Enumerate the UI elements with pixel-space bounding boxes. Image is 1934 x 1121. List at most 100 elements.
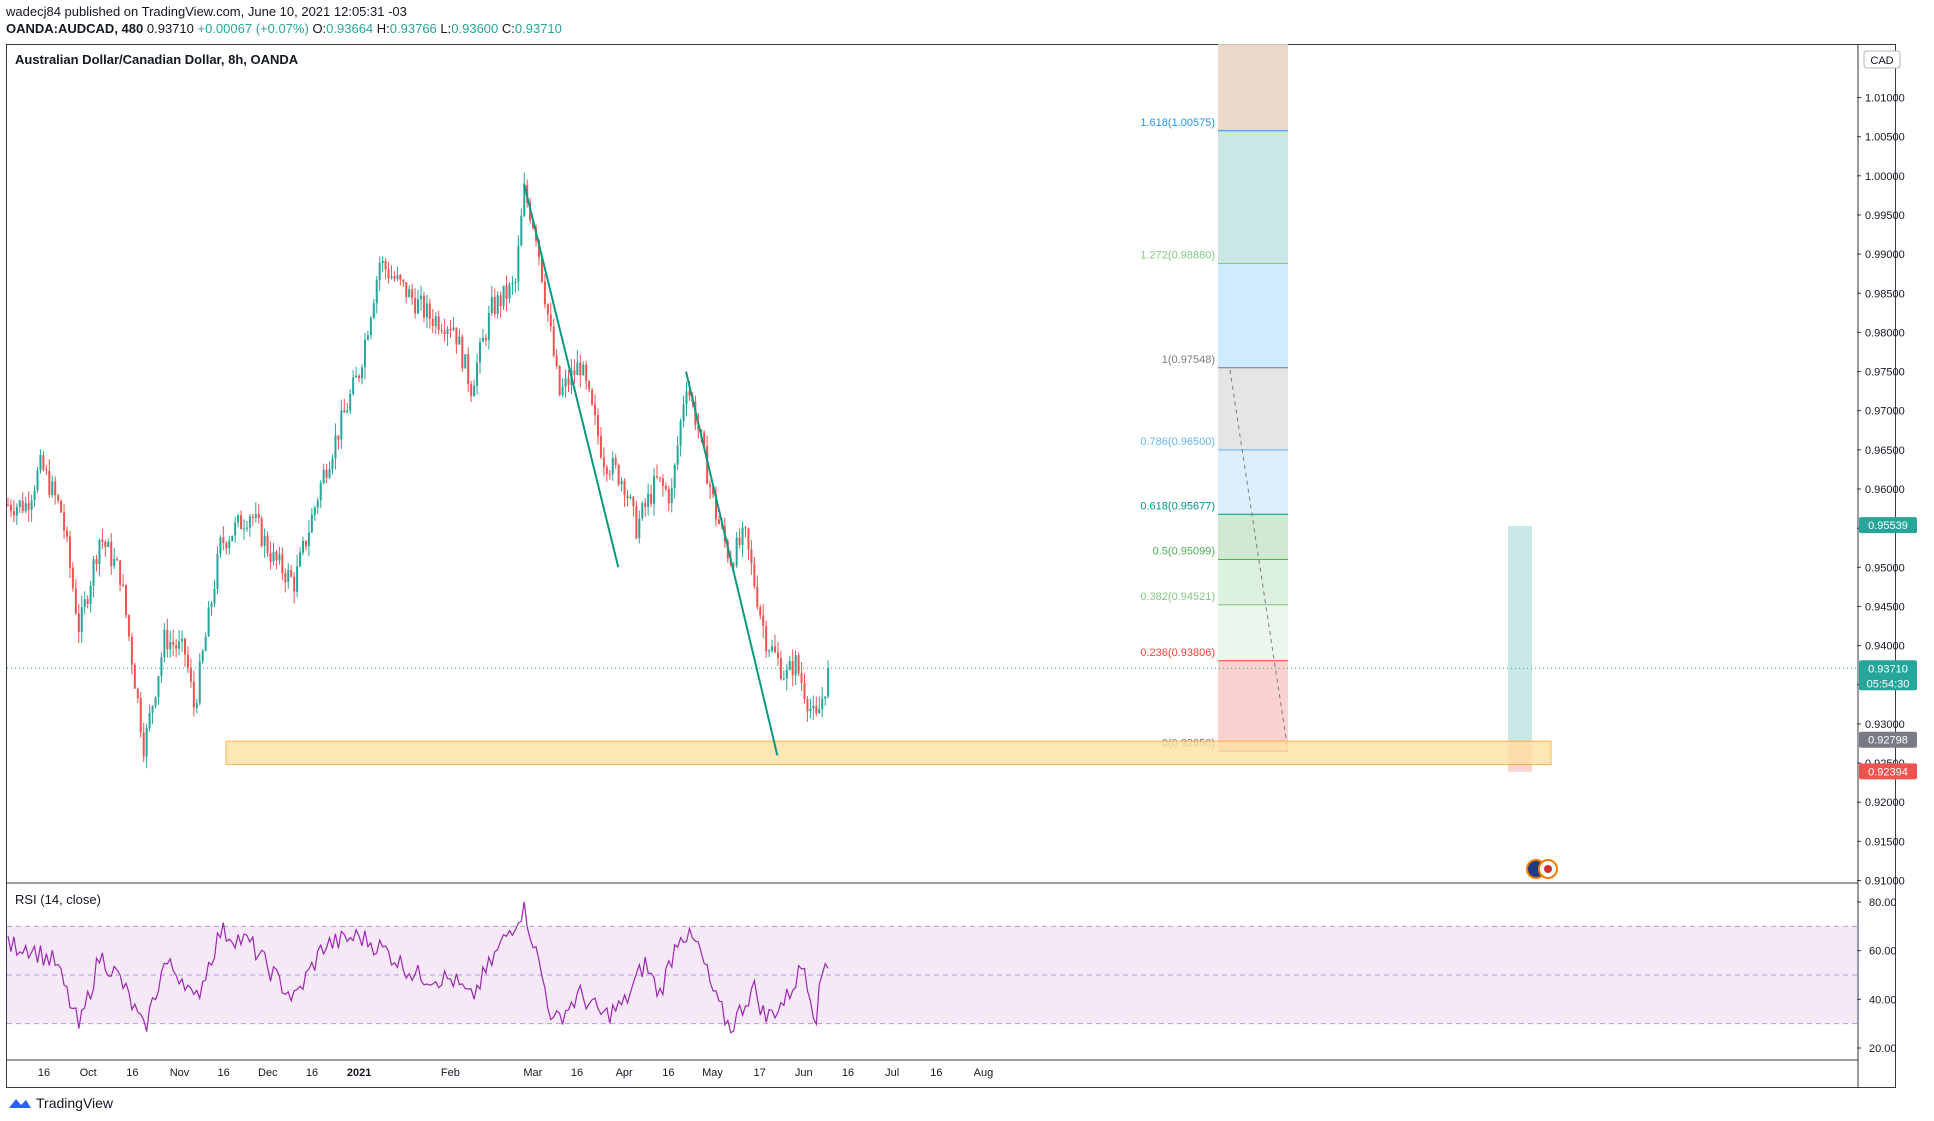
candle-body	[821, 698, 824, 710]
candle-body	[18, 500, 21, 507]
candle-body	[101, 539, 104, 542]
candle-body	[635, 506, 638, 539]
candle-body	[122, 584, 125, 586]
candle-body	[322, 469, 325, 484]
trendline-1[interactable]	[523, 183, 620, 568]
candle-body	[216, 553, 219, 589]
candle-body	[703, 432, 706, 446]
candle-body	[493, 297, 496, 314]
fib-band-0	[1218, 660, 1288, 752]
time-tick-label: Nov	[170, 1067, 190, 1079]
candle-body	[157, 676, 160, 698]
candle-body	[779, 658, 782, 679]
candle-body	[257, 514, 260, 519]
candle-body	[154, 697, 157, 707]
rsi-tick-label: 60.00	[1869, 946, 1897, 958]
price-tick-label: 0.96000	[1865, 484, 1905, 496]
candle-body	[363, 339, 366, 368]
candle-body	[51, 481, 54, 495]
fib-label-0.618: 0.618(0.95677)	[1140, 500, 1215, 512]
open-value: 0.93664	[326, 21, 374, 36]
candle-body	[207, 607, 210, 637]
target-zone	[1508, 525, 1532, 741]
fib-label-0.786: 0.786(0.96500)	[1140, 436, 1215, 448]
candle-body	[213, 588, 216, 604]
price-tick-label: 0.91000	[1865, 876, 1905, 888]
price-chart[interactable]: 0(0.92650)0.236(0.93806)0.382(0.94521)0.…	[0, 0, 1934, 1090]
candle-body	[523, 184, 526, 216]
candle-body	[629, 496, 632, 499]
candle-body	[818, 709, 821, 714]
candle-body	[77, 613, 80, 633]
price-tick-label: 0.98500	[1865, 288, 1905, 300]
candle-body	[667, 489, 670, 504]
candle-body	[340, 410, 343, 440]
candle-body	[546, 304, 549, 315]
candle-body	[647, 493, 650, 507]
candle-body	[700, 429, 703, 433]
fib-band-1	[1218, 263, 1288, 368]
candle-body	[650, 493, 653, 504]
candle-body	[806, 699, 809, 712]
candle-body	[296, 566, 299, 592]
fib-label-0.382: 0.382(0.94521)	[1140, 591, 1215, 603]
publish-info: wadecj84 published on TradingView.com, J…	[6, 4, 407, 19]
candle-body	[48, 470, 51, 495]
fib-band-0.236	[1218, 604, 1288, 661]
candle-body	[791, 661, 794, 676]
candle-body	[685, 391, 688, 405]
candle-body	[670, 487, 673, 504]
candle-body	[310, 514, 313, 533]
candle-body	[417, 299, 420, 314]
price-tick-label: 1.00500	[1865, 132, 1905, 144]
candle-body	[753, 563, 756, 587]
trendline-2[interactable]	[685, 371, 779, 756]
candle-body	[337, 435, 340, 440]
time-tick-label: May	[702, 1067, 723, 1079]
time-tick-label: 2021	[347, 1067, 371, 1079]
candle-body	[803, 683, 806, 700]
candle-body	[42, 454, 45, 470]
tradingview-brand[interactable]: TradingView	[8, 1095, 113, 1111]
currency-badge[interactable]: CAD	[1870, 55, 1893, 67]
candle-body	[582, 364, 585, 376]
candle-body	[605, 467, 608, 474]
candle-body	[361, 367, 363, 379]
candle-body	[422, 295, 425, 318]
candle-body	[384, 260, 387, 270]
candle-body	[12, 511, 15, 516]
candle-body	[502, 285, 505, 307]
candle-body	[387, 269, 390, 279]
candle-body	[579, 362, 582, 376]
candle-body	[812, 706, 815, 709]
candle-body	[313, 507, 316, 515]
candle-body	[487, 313, 490, 340]
candle-body	[608, 473, 611, 475]
candle-body	[446, 328, 449, 335]
candle-body	[756, 586, 759, 608]
candle-body	[517, 245, 520, 282]
candle-body	[567, 378, 570, 385]
candle-body	[425, 303, 428, 318]
candle-body	[467, 354, 470, 385]
candle-body	[104, 541, 107, 548]
candle-body	[175, 645, 178, 649]
candle-body	[260, 518, 263, 546]
candle-body	[204, 636, 207, 652]
support-zone	[225, 740, 1552, 766]
candle-body	[346, 410, 349, 413]
flag-icon[interactable]	[1526, 859, 1558, 879]
fib-band-0.786	[1218, 367, 1288, 450]
candle-body	[278, 554, 281, 561]
candle-body	[272, 551, 275, 562]
candle-body	[712, 487, 715, 495]
time-tick-label: 16	[218, 1067, 230, 1079]
candle-body	[481, 337, 484, 342]
candle-body	[411, 289, 414, 299]
price-tag-label: 0.92394	[1868, 766, 1908, 778]
time-tick-label: 16	[38, 1067, 50, 1079]
candle-body	[576, 362, 579, 375]
candle-body	[116, 559, 119, 561]
candle-body	[661, 478, 664, 486]
chart-title: Australian Dollar/Canadian Dollar, 8h, O…	[15, 52, 299, 67]
